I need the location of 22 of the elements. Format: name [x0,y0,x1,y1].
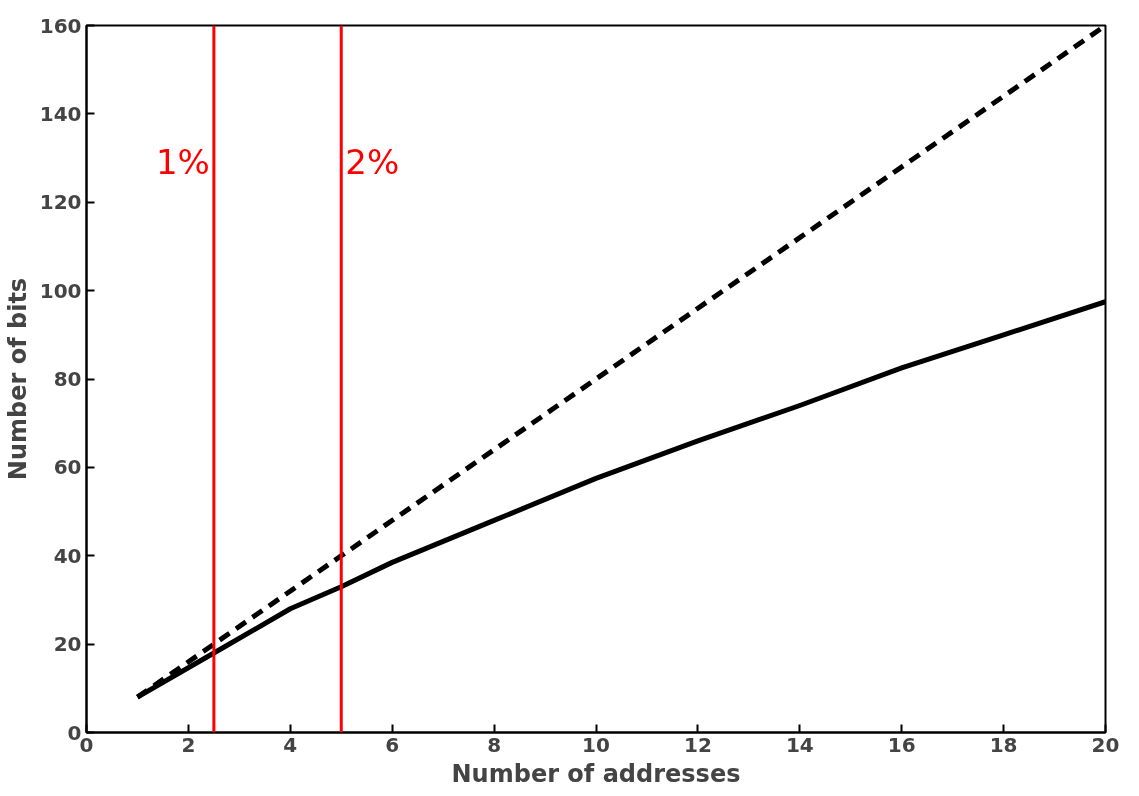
y-axis-title: Number of bits [3,277,32,481]
x-axis-title: Number of addresses [451,759,741,788]
x-tick-label: 18 [989,732,1018,757]
y-tick-label: 160 [39,13,82,38]
y-tick-label: 80 [53,367,82,391]
y-tick-label: 140 [39,101,82,126]
x-tick-label: 12 [683,732,712,757]
x-tick-label: 16 [887,732,916,757]
x-tick-label: 20 [1091,732,1120,757]
x-tick-label: 14 [785,732,814,757]
y-tick-label: 60 [53,455,82,480]
x-tick-label: 10 [582,732,610,757]
y-tick-label: 40 [53,543,82,568]
y-tick-label: 20 [53,632,82,657]
y-tick-label: 100 [39,278,82,303]
x-tick-label: 6 [385,732,400,757]
y-tick-label: 120 [39,190,82,215]
annotation: 1% [155,142,210,183]
x-tick-label: 2 [181,732,196,757]
annotation: 2% [345,142,400,183]
x-tick-label: 4 [283,732,298,757]
x-tick-label: 8 [487,732,502,757]
